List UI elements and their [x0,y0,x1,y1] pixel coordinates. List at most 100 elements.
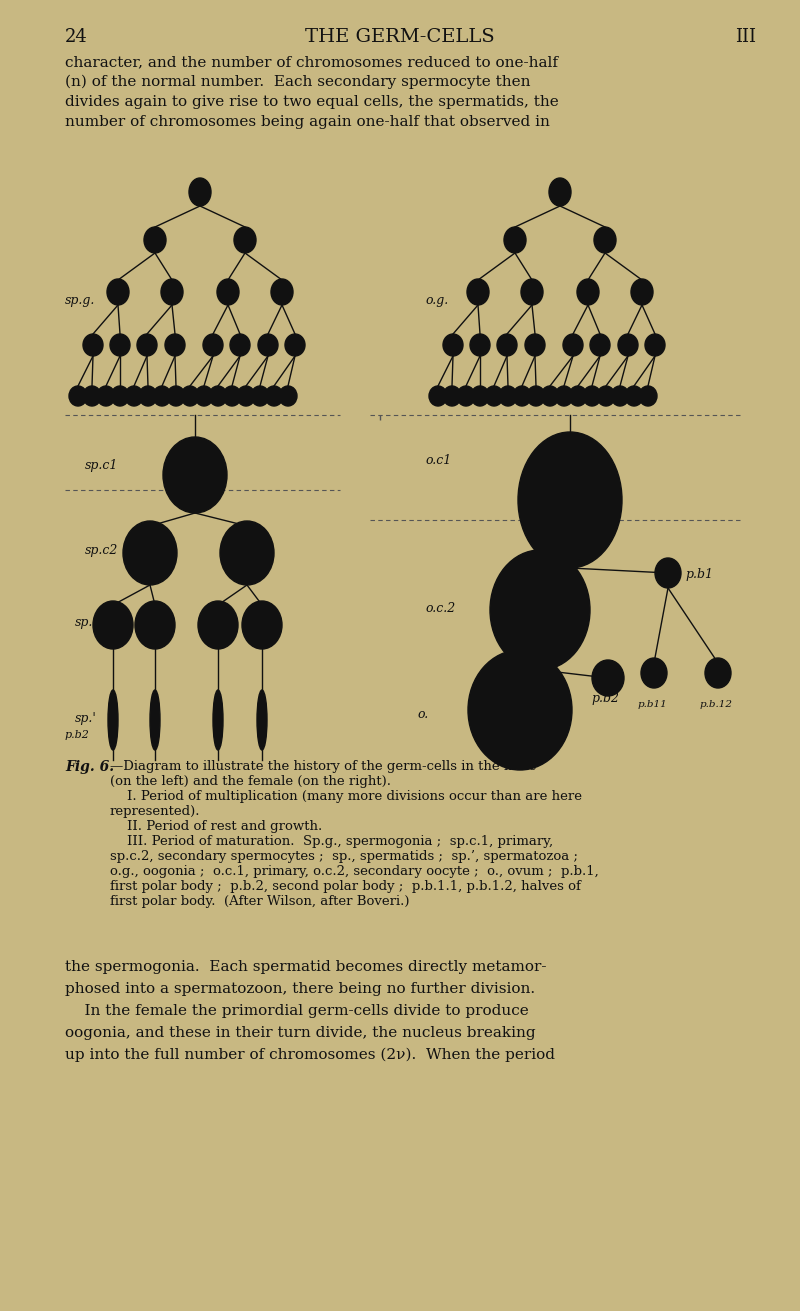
Ellipse shape [705,658,731,688]
Ellipse shape [625,385,643,406]
Text: sp.: sp. [75,615,94,628]
Ellipse shape [181,385,199,406]
Ellipse shape [83,334,103,357]
Ellipse shape [611,385,629,406]
Ellipse shape [223,385,241,406]
Ellipse shape [110,334,130,357]
Ellipse shape [257,690,267,750]
Ellipse shape [93,600,133,649]
Text: up into the full number of chromosomes (2ν).  When the period: up into the full number of chromosomes (… [65,1047,555,1062]
Ellipse shape [485,385,503,406]
Text: p.b1: p.b1 [685,568,713,581]
Ellipse shape [541,385,559,406]
Ellipse shape [467,279,489,305]
Ellipse shape [470,334,490,357]
Ellipse shape [242,600,282,649]
Ellipse shape [577,279,599,305]
Ellipse shape [594,227,616,253]
Ellipse shape [83,385,101,406]
Ellipse shape [271,279,293,305]
Ellipse shape [153,385,171,406]
Text: o.g.: o.g. [425,294,448,307]
Ellipse shape [285,334,305,357]
Ellipse shape [527,385,545,406]
Ellipse shape [234,227,256,253]
Ellipse shape [265,385,283,406]
Ellipse shape [195,385,213,406]
Ellipse shape [123,520,177,585]
Text: sp.': sp.' [75,712,97,725]
Ellipse shape [443,385,461,406]
Ellipse shape [220,520,274,585]
Ellipse shape [641,658,667,688]
Text: (n) of the normal number.  Each secondary spermocyte then: (n) of the normal number. Each secondary… [65,75,530,89]
Text: number of chromosomes being again one-half that observed in: number of chromosomes being again one-ha… [65,115,550,128]
Ellipse shape [590,334,610,357]
Text: In the female the primordial germ-cells divide to produce: In the female the primordial germ-cells … [65,1004,529,1019]
Ellipse shape [125,385,143,406]
Text: oogonia, and these in their turn divide, the nucleus breaking: oogonia, and these in their turn divide,… [65,1027,536,1040]
Ellipse shape [429,385,447,406]
Ellipse shape [108,690,118,750]
Text: III: III [735,28,756,46]
Text: p.b11: p.b11 [638,700,668,709]
Ellipse shape [504,227,526,253]
Text: the spermogonia.  Each spermatid becomes directly metamor-: the spermogonia. Each spermatid becomes … [65,960,546,974]
Ellipse shape [251,385,269,406]
Ellipse shape [150,690,160,750]
Ellipse shape [189,178,211,206]
Text: sp.g.: sp.g. [65,294,95,307]
Ellipse shape [639,385,657,406]
Ellipse shape [213,690,223,750]
Ellipse shape [555,385,573,406]
Ellipse shape [107,279,129,305]
Ellipse shape [144,227,166,253]
Text: o.c.2: o.c.2 [425,602,455,615]
Ellipse shape [499,385,517,406]
Text: divides again to give rise to two equal cells, the spermatids, the: divides again to give rise to two equal … [65,94,558,109]
Ellipse shape [513,385,531,406]
Ellipse shape [230,334,250,357]
Ellipse shape [217,279,239,305]
Ellipse shape [279,385,297,406]
Ellipse shape [592,659,624,696]
Text: p.b2: p.b2 [591,691,619,704]
Text: p.b.12: p.b.12 [700,700,733,709]
Text: Fig. 6.: Fig. 6. [65,760,114,773]
Ellipse shape [631,279,653,305]
Text: phosed into a spermatozoon, there being no further division.: phosed into a spermatozoon, there being … [65,982,535,996]
Ellipse shape [645,334,665,357]
Ellipse shape [198,600,238,649]
Ellipse shape [490,551,590,670]
Ellipse shape [525,334,545,357]
Ellipse shape [471,385,489,406]
Ellipse shape [521,279,543,305]
Text: sp.c2: sp.c2 [85,544,118,556]
Text: o.c1: o.c1 [425,454,451,467]
Ellipse shape [597,385,615,406]
Ellipse shape [569,385,587,406]
Ellipse shape [583,385,601,406]
Ellipse shape [443,334,463,357]
Ellipse shape [655,558,681,589]
Ellipse shape [518,433,622,568]
Text: THE GERM-CELLS: THE GERM-CELLS [305,28,495,46]
Ellipse shape [237,385,255,406]
Ellipse shape [139,385,157,406]
Ellipse shape [497,334,517,357]
Text: character, and the number of chromosomes reduced to one-half: character, and the number of chromosomes… [65,55,558,69]
Text: p.b2: p.b2 [65,730,90,739]
Ellipse shape [69,385,87,406]
Ellipse shape [97,385,115,406]
Text: sp.c1: sp.c1 [85,459,118,472]
Ellipse shape [165,334,185,357]
Ellipse shape [549,178,571,206]
Ellipse shape [457,385,475,406]
Ellipse shape [161,279,183,305]
Ellipse shape [468,650,572,770]
Ellipse shape [209,385,227,406]
Ellipse shape [137,334,157,357]
Ellipse shape [258,334,278,357]
Text: o.: o. [417,708,428,721]
Ellipse shape [111,385,129,406]
